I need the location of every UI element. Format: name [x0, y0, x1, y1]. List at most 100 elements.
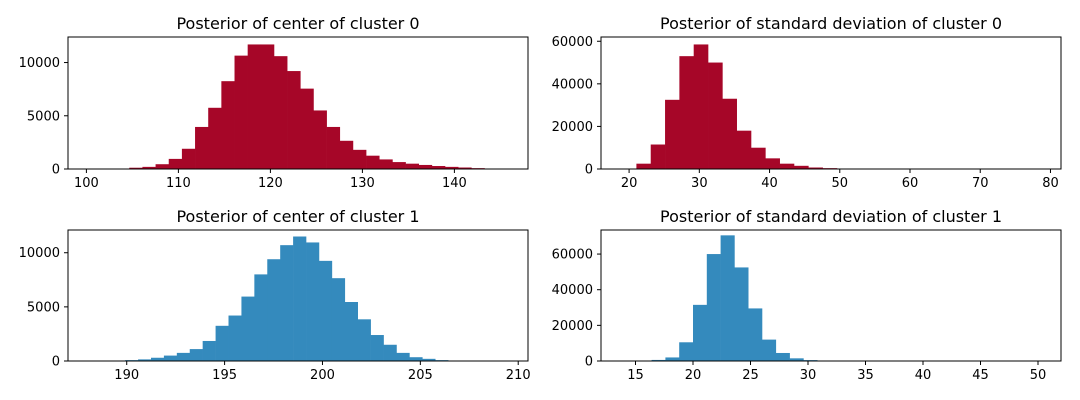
y-tick-label: 0 — [585, 355, 593, 370]
histogram-bar — [765, 158, 780, 169]
histogram-bar — [267, 259, 281, 361]
histogram-bar — [679, 342, 694, 361]
histogram-bar — [808, 167, 823, 169]
x-tick-label: 60 — [902, 176, 919, 191]
x-tick-label: 20 — [685, 368, 702, 383]
histogram-bar — [366, 155, 380, 169]
histogram-bar — [287, 71, 301, 169]
plot-frame — [600, 36, 1062, 170]
histogram-bar — [189, 349, 203, 361]
histogram-bar — [326, 126, 341, 169]
histogram-bar — [396, 352, 410, 361]
histogram-bar — [665, 99, 680, 169]
histogram-bar — [722, 98, 737, 169]
histogram-bar — [779, 163, 795, 169]
x-tick-label: 190 — [114, 368, 139, 383]
plot-frame — [67, 36, 529, 170]
histogram-bar — [293, 236, 307, 361]
histogram-bar — [409, 357, 423, 361]
histogram-bar — [720, 235, 735, 361]
histogram-bar — [306, 242, 320, 361]
histogram-bar — [679, 56, 695, 169]
histogram-bar — [202, 340, 216, 361]
histogram-bar — [379, 159, 393, 169]
histogram-bar — [392, 162, 406, 169]
y-tick-label: 60000 — [552, 248, 593, 263]
histogram-bar — [344, 302, 358, 361]
x-tick-label: 50 — [832, 176, 849, 191]
x-tick-label: 30 — [691, 176, 708, 191]
histogram-bar — [195, 126, 209, 169]
chart-title: Posterior of center of cluster 1 — [176, 207, 419, 226]
chart-title: Posterior of center of cluster 0 — [176, 14, 419, 33]
x-tick-label: 205 — [408, 368, 433, 383]
histogram-bar — [693, 44, 709, 170]
histogram-bar — [247, 44, 262, 170]
histogram-bar — [260, 44, 275, 170]
chart-panel-3: Posterior of standard deviation of clust… — [552, 207, 1062, 383]
histogram-bar — [254, 274, 268, 361]
x-tick-label: 45 — [972, 368, 989, 383]
x-tick-label: 120 — [258, 176, 283, 191]
plot-frame — [600, 229, 1062, 362]
histogram-bar — [418, 164, 433, 169]
histogram-bar — [208, 107, 222, 169]
histogram-bar — [280, 245, 294, 361]
y-tick-label: 40000 — [552, 283, 593, 298]
histogram-bar — [431, 166, 446, 169]
x-tick-label: 110 — [166, 176, 191, 191]
histogram-bar — [736, 130, 752, 169]
y-tick-label: 0 — [52, 163, 60, 178]
x-tick-label: 210 — [506, 368, 531, 383]
x-tick-label: 200 — [310, 368, 335, 383]
x-tick-label: 30 — [800, 368, 817, 383]
histogram-bar — [151, 357, 165, 361]
histogram-bar — [793, 165, 809, 169]
histogram-bar — [734, 267, 749, 361]
chart-panel-2: Posterior of center of cluster 1 190 195 20… — [19, 207, 531, 383]
x-tick-label: 50 — [1030, 368, 1047, 383]
histogram-bar — [221, 81, 235, 169]
histogram-bar — [352, 149, 367, 169]
histogram-bar — [300, 88, 314, 169]
histogram-bar — [636, 163, 652, 169]
x-tick-label: 25 — [742, 368, 759, 383]
histogram-bar — [241, 296, 255, 361]
histogram-bar — [313, 110, 327, 169]
histogram-bar — [234, 55, 248, 169]
chart-title: Posterior of standard deviation of clust… — [660, 207, 1002, 226]
histogram-bar — [331, 278, 346, 361]
histogram-bar — [665, 357, 680, 361]
histogram-bar — [370, 335, 384, 361]
histogram-bar — [142, 166, 156, 169]
histogram-bar — [422, 358, 436, 361]
histogram-bar — [458, 167, 472, 169]
x-tick-label: 40 — [761, 176, 778, 191]
histogram-bar — [789, 358, 804, 361]
histogram-bar — [445, 166, 459, 169]
y-tick-label: 0 — [585, 163, 593, 178]
histogram-bar — [751, 147, 766, 169]
histogram-bar — [748, 308, 763, 361]
histogram-bar — [693, 304, 708, 361]
y-tick-label: 0 — [52, 355, 60, 370]
histogram-bar — [383, 344, 397, 361]
histogram-bar — [762, 339, 777, 361]
x-tick-label: 130 — [350, 176, 375, 191]
histogram-bar — [138, 359, 152, 361]
histogram-bar — [155, 164, 170, 169]
chart-panel-0: Posterior of center of cluster 0 100 110 12… — [19, 14, 529, 191]
histogram-bar — [273, 56, 288, 169]
histogram-bar — [651, 359, 666, 361]
y-tick-label: 40000 — [552, 77, 593, 92]
histogram-bar — [775, 352, 790, 361]
histogram-bar — [339, 140, 354, 169]
histogram-bar — [181, 148, 196, 169]
chart-panel-1: Posterior of standard deviation of clust… — [552, 14, 1062, 191]
histogram-bar — [176, 352, 191, 361]
histogram-bar — [405, 163, 420, 169]
y-tick-label: 10000 — [19, 56, 60, 71]
histogram-bar — [168, 158, 183, 169]
y-tick-label: 20000 — [552, 319, 593, 334]
